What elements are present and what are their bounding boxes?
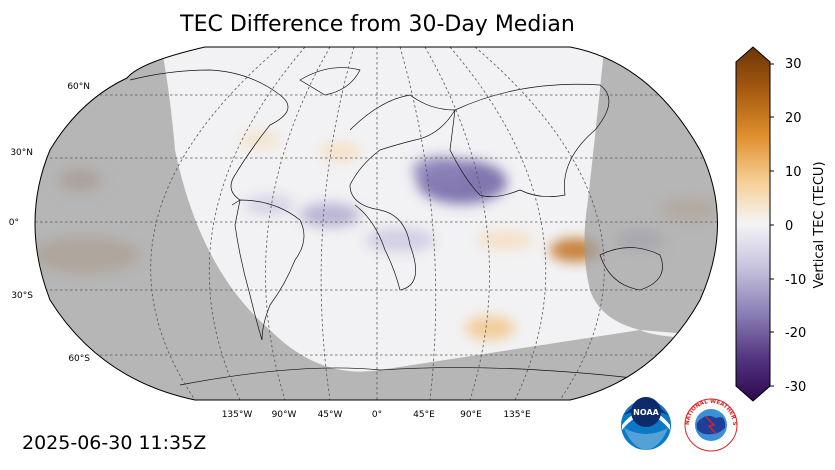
coastline-greenland: [299, 67, 361, 96]
colorbar-tick-label: -20: [785, 326, 806, 341]
meridian-135e: [449, 47, 547, 400]
lat-label-30s: 30°S: [11, 291, 33, 301]
coastline-south-america: [234, 199, 305, 341]
meridian-180e: [474, 47, 605, 400]
meridian-90w: [265, 47, 331, 400]
meridian-180w: [150, 47, 281, 400]
coastline-europe-africa: [349, 94, 456, 291]
coastline-north-america: [129, 69, 289, 206]
noaa-logo-text: NOAA: [633, 408, 659, 417]
colorbar-tick-label: 20: [785, 111, 802, 126]
enhancement-region: [240, 131, 280, 149]
colorbar-tick-label: 30: [785, 57, 802, 72]
lon-label-0: 0°: [372, 410, 382, 420]
lat-label-60s: 60°S: [68, 354, 90, 364]
lon-label-45e: 45°E: [413, 410, 435, 420]
meridian-90e: [424, 47, 490, 400]
night-side-west: [35, 47, 718, 400]
map-projection: [35, 47, 718, 400]
lat-label-equator: 0°: [9, 218, 19, 228]
coastline-antarctica: [179, 367, 651, 386]
colorbar-title: Vertical TEC (TECU): [812, 161, 827, 288]
lon-label-135e: 135°E: [503, 410, 531, 420]
lon-label-90w: 90°W: [272, 410, 297, 420]
enhancement-region: [465, 316, 515, 340]
lon-label-90e: 90°E: [460, 410, 482, 420]
colorbar-tick-label: -10: [785, 273, 806, 288]
depletion-region: [245, 195, 295, 215]
meridian-135w: [208, 47, 306, 400]
lat-label-30n: 30°N: [10, 148, 33, 158]
graticule: [35, 47, 718, 400]
colorbar: 30 20 10 0 -10 -20 -30 Vertical TEC (TEC…: [735, 46, 827, 402]
colorbar-bar: [735, 46, 771, 402]
depletion-region: [412, 156, 468, 184]
lon-label-45w: 45°W: [318, 410, 343, 420]
depletion-region: [300, 203, 360, 227]
lat-label-60n: 60°N: [67, 82, 90, 92]
colorbar-tick-label: 0: [785, 219, 793, 234]
depletion-region: [365, 228, 435, 252]
colorbar-tick-label: -30: [785, 380, 806, 395]
coastline-asia: [449, 83, 610, 197]
coastlines: [129, 67, 663, 386]
timestamp: 2025-06-30 11:35Z: [22, 432, 207, 454]
night-side-east: [584, 47, 718, 340]
enhancement-region: [320, 142, 360, 162]
lon-label-135w: 135°W: [222, 410, 253, 420]
noaa-logo: NOAA: [621, 397, 671, 450]
coastline-australia: [599, 247, 663, 291]
enhancement-region: [477, 230, 533, 250]
globe-outline: [34, 46, 718, 401]
colorbar-tick-label: 10: [785, 165, 802, 180]
map-title: TEC Difference from 30-Day Median: [180, 12, 575, 37]
